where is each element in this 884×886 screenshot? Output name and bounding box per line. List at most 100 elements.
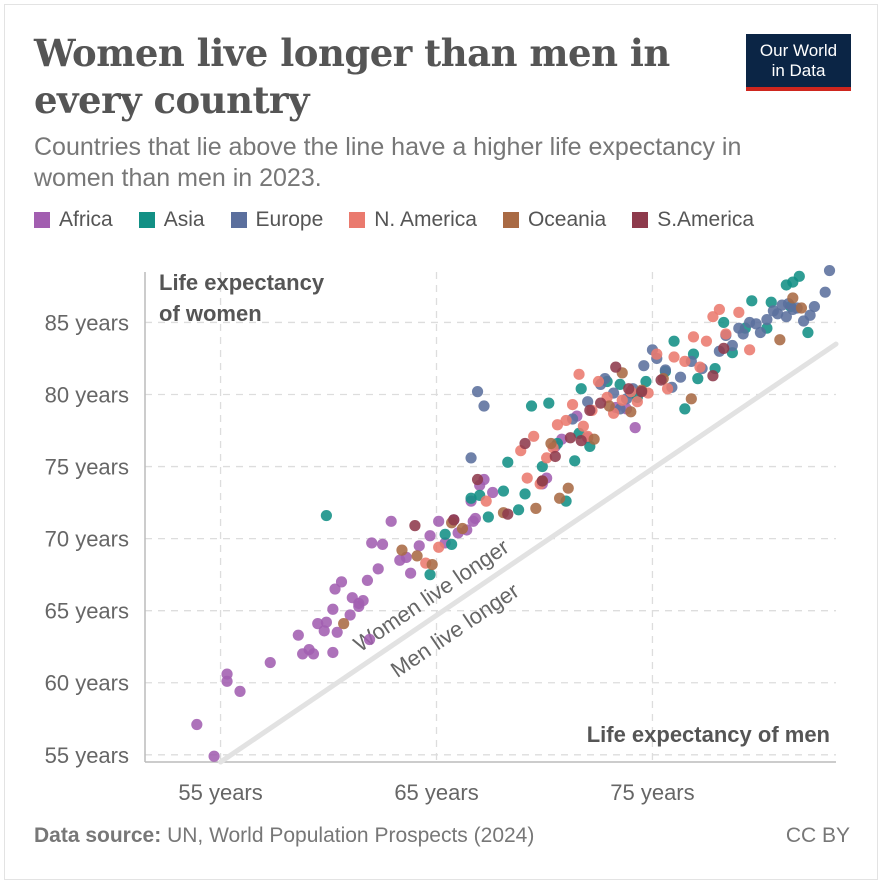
data-point	[631, 396, 643, 408]
legend: Africa Asia Europe N. America Oceania S.…	[34, 208, 780, 232]
data-point	[487, 486, 499, 499]
data-point	[564, 432, 576, 444]
data-point	[521, 472, 533, 484]
data-point	[661, 383, 674, 395]
y-axis-title: Life expectancy of women	[159, 270, 325, 326]
data-point	[804, 309, 816, 321]
data-source-label: Data source:	[34, 824, 162, 847]
data-point	[234, 685, 246, 697]
legend-item-africa[interactable]: Africa	[34, 208, 113, 232]
data-point	[405, 567, 417, 579]
legend-label: N. America	[374, 208, 477, 231]
data-point	[372, 563, 384, 575]
data-point	[409, 520, 421, 532]
data-point	[726, 339, 738, 352]
data-point	[448, 514, 460, 526]
data-point	[573, 368, 585, 380]
series-s-america	[409, 342, 730, 532]
legend-swatch	[502, 212, 519, 228]
data-point	[718, 342, 730, 354]
data-point	[685, 393, 697, 405]
data-point	[787, 292, 799, 304]
data-point	[344, 609, 356, 621]
data-point	[320, 616, 332, 628]
data-point	[512, 504, 525, 516]
data-point	[575, 435, 587, 447]
data-point	[795, 302, 808, 314]
data-point	[746, 295, 758, 307]
data-point	[413, 540, 425, 552]
data-point	[566, 398, 579, 411]
data-point	[569, 455, 581, 467]
data-point	[357, 594, 369, 607]
data-point	[426, 558, 438, 571]
data-source-text: UN, World Population Prospects (2024)	[167, 824, 535, 847]
y-tick-label: 85 years	[45, 310, 129, 335]
x-axis-title: Life expectancy of men	[587, 722, 830, 747]
data-point	[519, 437, 531, 450]
legend-item-europe[interactable]: Europe	[230, 208, 323, 232]
data-point	[502, 456, 514, 468]
data-point	[465, 452, 477, 464]
legend-label: Asia	[163, 208, 205, 231]
data-point	[366, 537, 378, 549]
data-point	[610, 361, 622, 373]
data-point	[694, 361, 706, 373]
logo-line-1: Our World	[759, 41, 838, 60]
data-point	[720, 328, 732, 340]
legend-item-oceania[interactable]: Oceania	[502, 208, 606, 232]
data-point	[469, 512, 481, 525]
data-point	[471, 473, 484, 486]
data-point	[640, 375, 652, 388]
data-point	[802, 326, 814, 339]
data-point	[221, 675, 233, 687]
data-point	[536, 475, 548, 487]
legend-swatch	[138, 212, 155, 228]
legend-item-asia[interactable]: Asia	[138, 208, 205, 232]
data-point	[424, 569, 436, 581]
legend-label: Africa	[59, 208, 113, 231]
data-point	[338, 618, 350, 630]
axes	[144, 272, 836, 763]
license-badge[interactable]: CC BY	[785, 824, 850, 847]
data-point	[536, 460, 548, 473]
data-point	[595, 397, 607, 409]
legend-item-north-america[interactable]: N. America	[349, 208, 477, 232]
data-point	[679, 403, 691, 415]
data-point	[582, 396, 594, 408]
data-point	[545, 437, 557, 450]
data-point	[554, 492, 566, 504]
data-point	[551, 419, 564, 431]
data-point	[744, 344, 756, 356]
data-point	[819, 286, 831, 298]
data-point	[471, 386, 484, 398]
data-point	[530, 502, 542, 514]
data-point	[761, 313, 773, 326]
data-point	[707, 370, 719, 382]
data-point	[737, 328, 749, 340]
data-point	[363, 633, 376, 646]
owid-logo[interactable]: Our World in Data	[746, 34, 851, 91]
data-point	[320, 509, 332, 522]
data-point	[623, 383, 635, 395]
data-point	[396, 544, 408, 556]
data-point	[525, 400, 538, 412]
axis-labels: 55 years 60 years 65 years 70 years 75 years…	[45, 270, 830, 805]
data-point	[774, 334, 786, 346]
data-point	[772, 308, 784, 320]
series-n-america	[420, 303, 756, 569]
data-point	[331, 626, 343, 638]
data-point	[191, 718, 203, 731]
data-point	[541, 452, 553, 464]
legend-item-south-america[interactable]: S.America	[632, 208, 754, 232]
data-point	[687, 331, 700, 343]
data-point	[674, 371, 687, 383]
legend-swatch	[349, 212, 366, 228]
data-point	[433, 515, 445, 527]
legend-swatch	[34, 212, 50, 228]
data-points	[191, 264, 836, 762]
series-europe	[465, 264, 836, 464]
data-point	[655, 374, 667, 386]
data-point	[327, 603, 339, 615]
data-point	[264, 656, 276, 669]
